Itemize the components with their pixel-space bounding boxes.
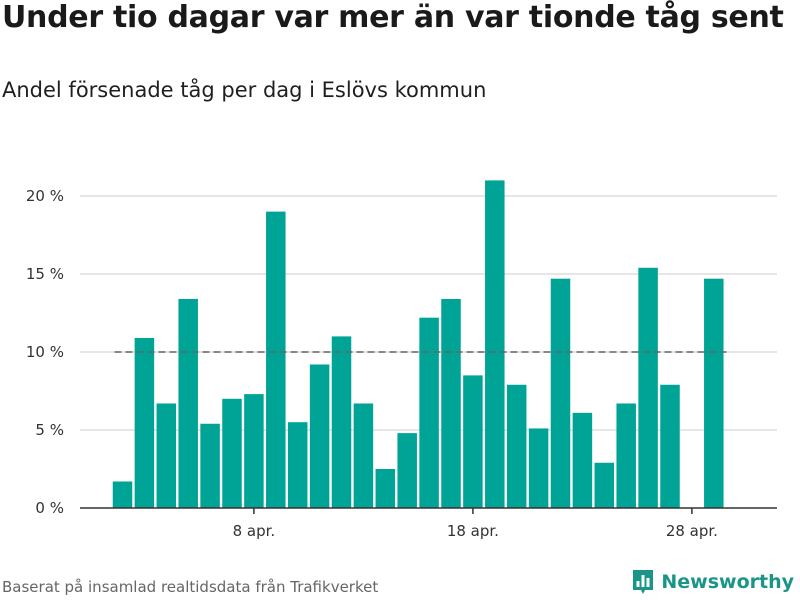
bar-day-16: [419, 317, 439, 508]
bar-day-22: [550, 278, 571, 508]
y-tick-label: 5 %: [35, 421, 64, 439]
bar-day-26: [638, 267, 658, 508]
bar-day-15: [397, 433, 417, 508]
y-tick-label: 20 %: [26, 187, 64, 205]
bar-day-12: [331, 336, 352, 508]
source-note: Baserat på insamlad realtidsdata från Tr…: [2, 578, 379, 596]
bar-day-18: [463, 375, 483, 508]
chart-subtitle: Andel försenade tåg per dag i Eslövs kom…: [2, 78, 487, 102]
x-tick-label: 18 apr.: [447, 522, 499, 540]
bar-day-10: [287, 422, 308, 508]
bar-day-2: [112, 481, 133, 508]
y-tick-label: 0 %: [35, 499, 64, 517]
bar-day-21: [528, 428, 549, 508]
bar-day-29: [704, 278, 724, 508]
chart-title: Under tio dagar var mer än var tionde tå…: [2, 0, 784, 35]
bar-day-23: [572, 412, 593, 508]
bar-day-4: [156, 403, 177, 508]
bar-day-17: [441, 298, 461, 508]
bar-day-19: [485, 180, 505, 508]
bar-day-11: [309, 364, 330, 508]
y-tick-label: 15 %: [26, 265, 64, 283]
bar-day-9: [266, 211, 286, 508]
bar-day-3: [134, 337, 155, 508]
y-tick-label: 10 %: [26, 343, 64, 361]
bar-day-20: [506, 384, 527, 508]
bar-day-13: [353, 403, 374, 508]
bar-day-8: [244, 394, 264, 508]
bar-day-25: [616, 403, 636, 508]
bar-day-14: [375, 469, 396, 508]
bar-day-6: [200, 423, 220, 508]
brand-name: Newsworthy: [661, 571, 794, 593]
bar-day-5: [178, 298, 198, 508]
x-tick-label: 8 apr.: [233, 522, 276, 540]
bar-day-24: [594, 462, 615, 508]
bar-chart-icon: [633, 570, 654, 594]
x-tick-label: 28 apr.: [666, 522, 718, 540]
bar-day-7: [222, 398, 242, 508]
bar-day-27: [660, 384, 680, 508]
brand-logo: Newsworthy: [631, 568, 794, 596]
